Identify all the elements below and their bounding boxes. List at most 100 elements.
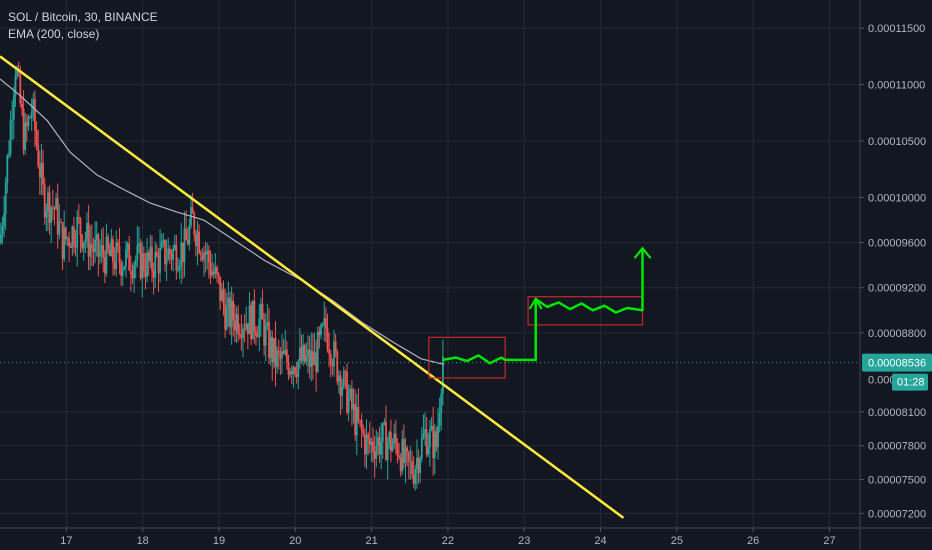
projection-box[interactable] (428, 336, 506, 379)
y-tick-label: 0.00011000 (868, 80, 925, 92)
candle-body (386, 442, 389, 461)
candle-body (170, 254, 173, 260)
candle-body (141, 253, 144, 278)
candle-body (160, 242, 163, 248)
candle-body (115, 242, 118, 269)
candle-body (310, 351, 313, 367)
candle-body (311, 351, 314, 366)
candle-body (79, 218, 82, 236)
y-tick-label: 0.00010500 (868, 136, 926, 148)
x-tick-label: 19 (213, 535, 225, 547)
candle-body (53, 208, 56, 210)
candle-body (227, 297, 230, 308)
candle-body (380, 441, 383, 455)
candle-body (378, 437, 381, 455)
candle-body (251, 300, 254, 340)
y-tick-label: 0.00008800 (868, 328, 926, 340)
candle-body (0, 233, 2, 243)
symbol-title[interactable]: SOL / Bitcoin, 30, BINANCE (8, 10, 158, 24)
candle-body (113, 262, 116, 269)
candle-body (183, 228, 186, 262)
projection-path[interactable] (442, 248, 644, 365)
candle-body (298, 347, 301, 361)
candle-body (409, 461, 412, 463)
candle-body (320, 324, 322, 335)
candle-body (269, 336, 272, 358)
candle-body (99, 252, 101, 257)
candle-body (350, 388, 353, 410)
candle-body (388, 432, 391, 443)
candle-body (175, 244, 178, 271)
candle-body (230, 300, 233, 328)
candle-body (372, 441, 374, 452)
candle-body (146, 252, 148, 277)
candle-body (248, 305, 251, 335)
current-price-tag[interactable] (862, 353, 932, 372)
candle-body (147, 252, 150, 262)
candle-body (354, 404, 357, 436)
candle-body (287, 362, 290, 375)
candle-body (442, 356, 444, 394)
candle-body (308, 349, 311, 367)
candle-body (416, 457, 418, 470)
candle-body (133, 265, 135, 279)
candle-body (82, 242, 85, 249)
candle-body (194, 234, 197, 247)
candle-body (385, 421, 387, 461)
ema-200-line (0, 78, 445, 365)
countdown-tag (892, 373, 928, 391)
candle-body (81, 235, 83, 249)
x-tick-label: 23 (518, 535, 530, 547)
candle-body (242, 328, 244, 339)
candle-body (219, 276, 222, 301)
candle-body (201, 254, 204, 261)
candle-body (289, 371, 292, 375)
candle-body (302, 344, 305, 361)
candle-body (66, 237, 69, 240)
indicator-label[interactable]: EMA (200, close) (8, 27, 100, 41)
trendline[interactable] (0, 55, 625, 519)
candle-body (92, 247, 95, 253)
candle-body (237, 314, 240, 335)
candle-body (154, 251, 157, 278)
candle-body (188, 225, 191, 245)
candle-body (352, 404, 355, 410)
candle-body (411, 461, 413, 475)
candle-body (307, 349, 309, 356)
candle-body (396, 442, 399, 456)
candle-body (165, 259, 168, 265)
candle-body (12, 95, 15, 120)
candle-body (116, 242, 119, 246)
candle-body (173, 244, 176, 249)
candle-body (414, 469, 417, 484)
candle-body (305, 355, 308, 362)
candle-body (61, 222, 64, 260)
candle-body (40, 162, 43, 178)
candle-body (323, 318, 326, 325)
candle-body (38, 166, 41, 178)
candle-body (393, 433, 396, 444)
candle-body (438, 412, 441, 426)
candle-body (185, 228, 188, 241)
candle-body (282, 351, 285, 354)
candle-body (318, 331, 321, 335)
candle-body (118, 245, 121, 263)
candle-body (398, 455, 400, 458)
candle-body (339, 375, 342, 396)
candle-body (42, 162, 44, 185)
candle-body (266, 321, 269, 326)
candle-body (84, 239, 87, 243)
candle-body (77, 216, 80, 219)
candle-body (417, 457, 420, 474)
candle-body (404, 447, 407, 464)
candle-body (375, 446, 378, 459)
y-tick-label: 0.00007500 (868, 474, 926, 486)
candle-body (224, 304, 227, 330)
candle-body (76, 216, 79, 248)
candle-body (274, 338, 277, 367)
x-tick-label: 26 (747, 535, 759, 547)
candle-body (16, 70, 18, 76)
candle-body (25, 122, 28, 127)
